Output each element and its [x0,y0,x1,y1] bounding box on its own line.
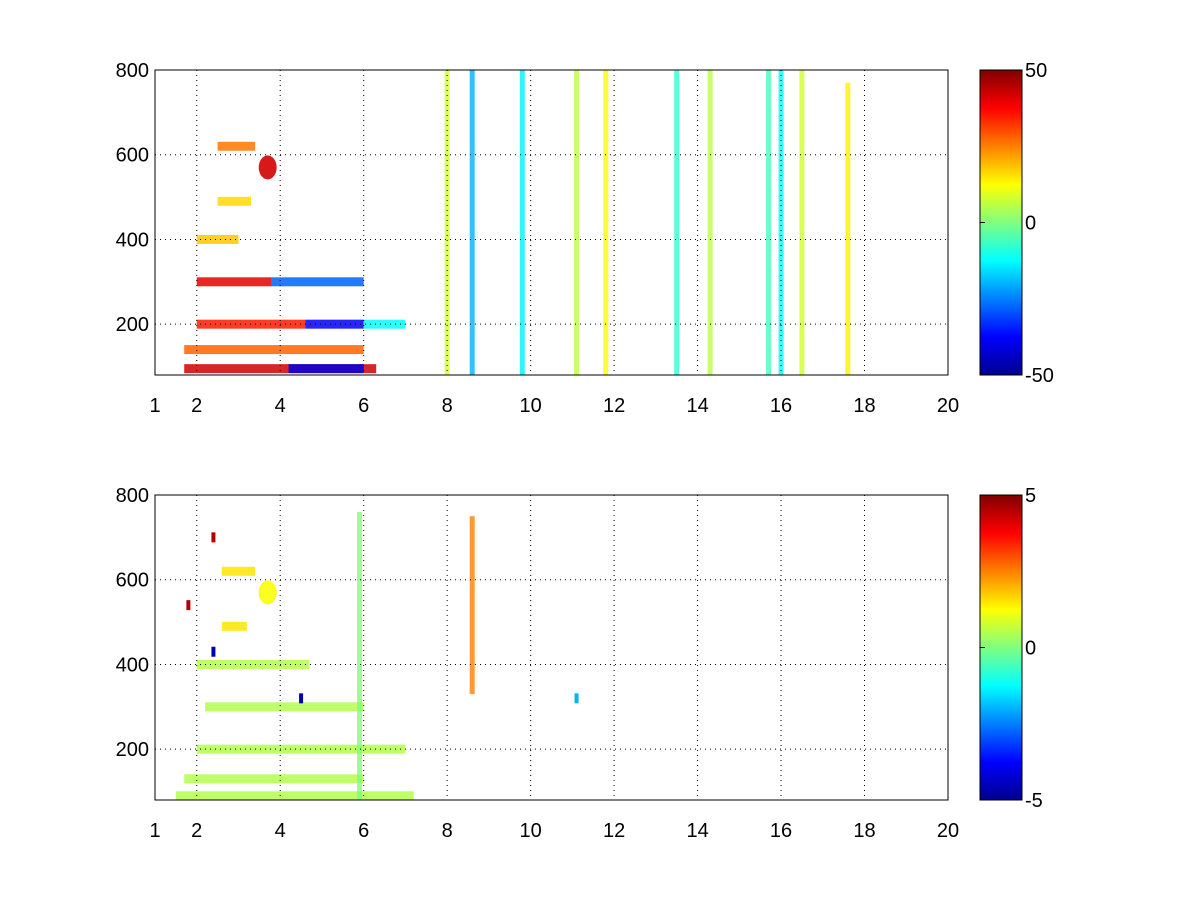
heatmap-band [217,141,256,151]
y-tick-label: 600 [116,145,149,167]
y-tick-label: 400 [116,654,149,676]
x-tick-label: 1 [149,820,160,842]
x-tick-label: 4 [275,820,286,842]
x-tick-label: 2 [191,820,202,842]
heatmap-band [184,345,364,355]
top-colorbar-gradient [979,69,1023,376]
y-tick-label: 600 [116,570,149,592]
colorbar-tick-label: 0 [1025,213,1036,235]
bottom-grid [155,495,948,800]
x-tick-label: 4 [275,395,286,417]
y-tick-label: 400 [116,229,149,251]
heatmap-point [574,693,579,704]
heatmap-band [217,196,251,206]
bottom-axes-box [154,494,949,801]
heatmap-column [519,70,525,375]
top-grid [155,70,948,375]
heatmap-column [674,70,680,375]
colorbar-tick-label: 50 [1025,60,1047,82]
x-tick-label: 8 [442,395,453,417]
heatmap-band [221,621,247,631]
heatmap-column [707,70,713,375]
heatmap-column [574,70,580,375]
x-tick-label: 10 [520,820,542,842]
heatmap-band [184,364,377,374]
bottom-colorbar-gradient [979,494,1023,801]
heatmap-band [196,277,272,287]
heatmap-band [288,364,364,374]
x-tick-label: 10 [520,395,542,417]
heatmap-point [299,693,304,704]
heatmap-column [357,511,363,800]
bottom-y-tick-labels: 200 400 600 800 [116,485,149,761]
colorbar-tick-label: 5 [1025,485,1036,507]
x-tick-label: 20 [937,395,959,417]
heatmap-column [778,70,784,375]
heatmap-band [175,791,414,801]
bottom-heatmap-cells [175,511,579,801]
colorbar-tick-label: -5 [1025,790,1043,812]
x-tick-label: 1 [149,395,160,417]
x-tick-label: 6 [358,395,369,417]
x-tick-label: 6 [358,820,369,842]
x-tick-label: 12 [603,395,625,417]
top-colorbar-tick-labels: 50 0 -50 [980,60,1054,387]
heatmap-band [196,659,310,669]
heatmap-band [221,566,256,576]
x-tick-label: 18 [853,395,875,417]
colorbar-tick-label: -50 [1025,365,1054,387]
heatmap-blob [258,155,277,180]
bottom-x-tick-labels: 1 2 4 6 8 10 12 14 16 18 20 [149,820,959,842]
heatmap-column [766,70,772,375]
heatmap-point [211,646,216,657]
heatmap-column [845,82,851,375]
heatmap-point [186,600,191,611]
heatmap-blob [258,580,277,605]
x-tick-label: 14 [686,395,708,417]
top-colorbar: 50 0 -50 [979,60,1054,387]
heatmap-band [271,277,364,287]
y-tick-label: 200 [116,314,149,336]
top-heatmap-cells [184,70,851,375]
y-tick-label: 800 [116,60,149,82]
y-tick-label: 800 [116,485,149,507]
heatmap-band [196,234,239,244]
x-tick-label: 20 [937,820,959,842]
x-tick-label: 16 [770,820,792,842]
heatmap-point [211,532,216,543]
heatmap-column [444,70,450,375]
bottom-colorbar: 5 0 -5 [979,485,1043,812]
colorbar-tick-label: 0 [1025,638,1036,660]
heatmap-column [799,70,805,375]
heatmap-band [205,702,364,712]
x-tick-label: 16 [770,395,792,417]
heatmap-column [469,516,475,695]
heatmap-column [603,70,609,375]
top-axes-box [154,69,949,376]
heatmap-band [196,744,406,754]
x-tick-label: 18 [853,820,875,842]
heatmap-band [184,774,364,784]
x-tick-label: 8 [442,820,453,842]
top-y-tick-labels: 200 400 600 800 [116,60,149,336]
bottom-colorbar-tick-labels: 5 0 -5 [980,485,1043,812]
heatmap-column [469,70,475,375]
x-tick-label: 14 [686,820,708,842]
x-tick-label: 12 [603,820,625,842]
heatmap-band [305,319,364,329]
top-x-tick-labels: 1 2 4 6 8 10 12 14 16 18 20 [149,395,959,417]
heatmap-band [363,319,406,329]
y-tick-label: 200 [116,739,149,761]
x-tick-label: 2 [191,395,202,417]
